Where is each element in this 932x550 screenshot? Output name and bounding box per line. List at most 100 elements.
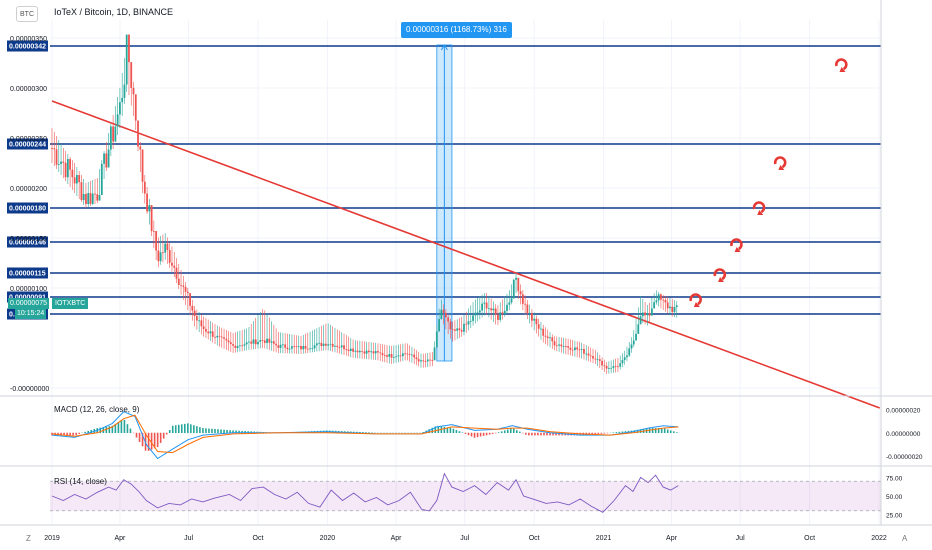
candle-body (293, 346, 296, 347)
macd-histogram-bar (485, 432, 488, 436)
candle-body (121, 97, 124, 103)
candle-body (426, 359, 429, 362)
candle-body (512, 279, 515, 299)
macd-histogram-bar (443, 426, 446, 434)
candle-body (277, 345, 280, 348)
candle-body (291, 346, 293, 349)
macd-label[interactable]: MACD (12, 26, close, 9) (54, 405, 140, 414)
projection-arrow-icon (773, 156, 787, 169)
macd-histogram-bar (208, 428, 210, 434)
candle-body (198, 320, 201, 322)
candle-body (336, 345, 339, 347)
level-label-bg (7, 236, 48, 248)
candle-body (399, 355, 402, 357)
macd-histogram-bar (168, 429, 171, 434)
macd-histogram-bar (473, 432, 476, 438)
candle-body (422, 360, 425, 362)
macd-histogram-bar (159, 432, 162, 443)
candle-body (621, 359, 624, 364)
candle-body (114, 126, 117, 142)
candle-body (141, 149, 144, 182)
rsi-label[interactable]: RSI (14, close) (54, 477, 107, 486)
macd-histogram-bar (187, 423, 189, 434)
candle-body (587, 353, 590, 356)
candle-body (98, 195, 101, 201)
macd-histogram-bar (84, 431, 87, 434)
projection-arrow-icon (730, 238, 743, 251)
candle-body (76, 175, 78, 184)
candle-body (89, 193, 92, 204)
candle-body (463, 323, 465, 332)
candle-body (266, 338, 268, 343)
candle-body (386, 355, 388, 357)
macd-histogram-bar (232, 430, 234, 434)
candle-body (234, 345, 237, 348)
candle-body (648, 313, 651, 316)
candle-body (564, 346, 567, 347)
candle-body (510, 298, 513, 303)
symbol-badge[interactable]: BTC (16, 6, 38, 22)
candle-body (401, 353, 404, 357)
zoom-button[interactable]: Z (26, 534, 31, 543)
candle-body (476, 312, 479, 314)
candle-body (123, 84, 126, 98)
candle-body (125, 34, 128, 85)
candle-body (526, 304, 529, 313)
candle-body (650, 308, 653, 316)
candle-body (297, 346, 300, 347)
candle-body (236, 346, 239, 348)
candle-body (589, 355, 592, 357)
candle-body (390, 354, 393, 358)
candle-body (481, 303, 484, 311)
macd-histogram-bar (528, 432, 530, 436)
trendline[interactable] (51, 100, 881, 409)
candle-body (415, 357, 418, 360)
candle-body (261, 340, 264, 341)
macd-histogram-bar (162, 432, 165, 439)
macd-histogram-bar (150, 432, 153, 450)
candle-body (458, 328, 461, 331)
macd-histogram-bar (519, 431, 521, 434)
macd-histogram-bar (669, 430, 672, 434)
macd-histogram-bar (241, 430, 243, 434)
macd-histogram-bar (452, 428, 455, 434)
y-tick-label: -0.00000000 (10, 386, 49, 393)
candle-body (148, 205, 151, 212)
level-label: 0.00000180 (9, 206, 46, 213)
macd-histogram-bar (238, 430, 240, 434)
macd-histogram-bar (540, 432, 542, 436)
candle-body (268, 338, 271, 343)
macd-histogram-bar (226, 429, 228, 434)
macd-histogram-bar (654, 428, 657, 434)
candle-body (551, 337, 554, 342)
candle-body (152, 231, 155, 232)
candle-body (660, 294, 662, 300)
macd-histogram-bar (500, 431, 503, 434)
macd-histogram-bar (78, 432, 80, 434)
rsi-y-tick: 75.00 (886, 475, 903, 482)
macd-histogram-bar (660, 428, 663, 434)
macd-histogram-bar (365, 432, 367, 434)
auto-scale-button[interactable]: A (902, 534, 908, 543)
macd-histogram-bar (193, 425, 195, 434)
candle-body (531, 312, 533, 321)
candle-body (669, 306, 671, 309)
candle-body (675, 305, 678, 308)
macd-histogram-bar (503, 430, 506, 434)
macd-histogram-bar (509, 428, 512, 434)
candle-body (356, 350, 359, 353)
candle-body (191, 305, 194, 311)
candle-body (501, 312, 504, 315)
macd-histogram-bar (437, 425, 440, 434)
candle-body (137, 120, 139, 147)
macd-histogram-bar (180, 424, 183, 434)
candle-body (146, 193, 148, 212)
candle-body (254, 339, 257, 345)
candle-body (112, 126, 115, 142)
candle-body (128, 34, 130, 63)
macd-histogram-bar (63, 432, 65, 436)
projection-arrow-head (693, 302, 700, 307)
macd-histogram-bar (488, 432, 491, 435)
candle-body (494, 308, 497, 315)
